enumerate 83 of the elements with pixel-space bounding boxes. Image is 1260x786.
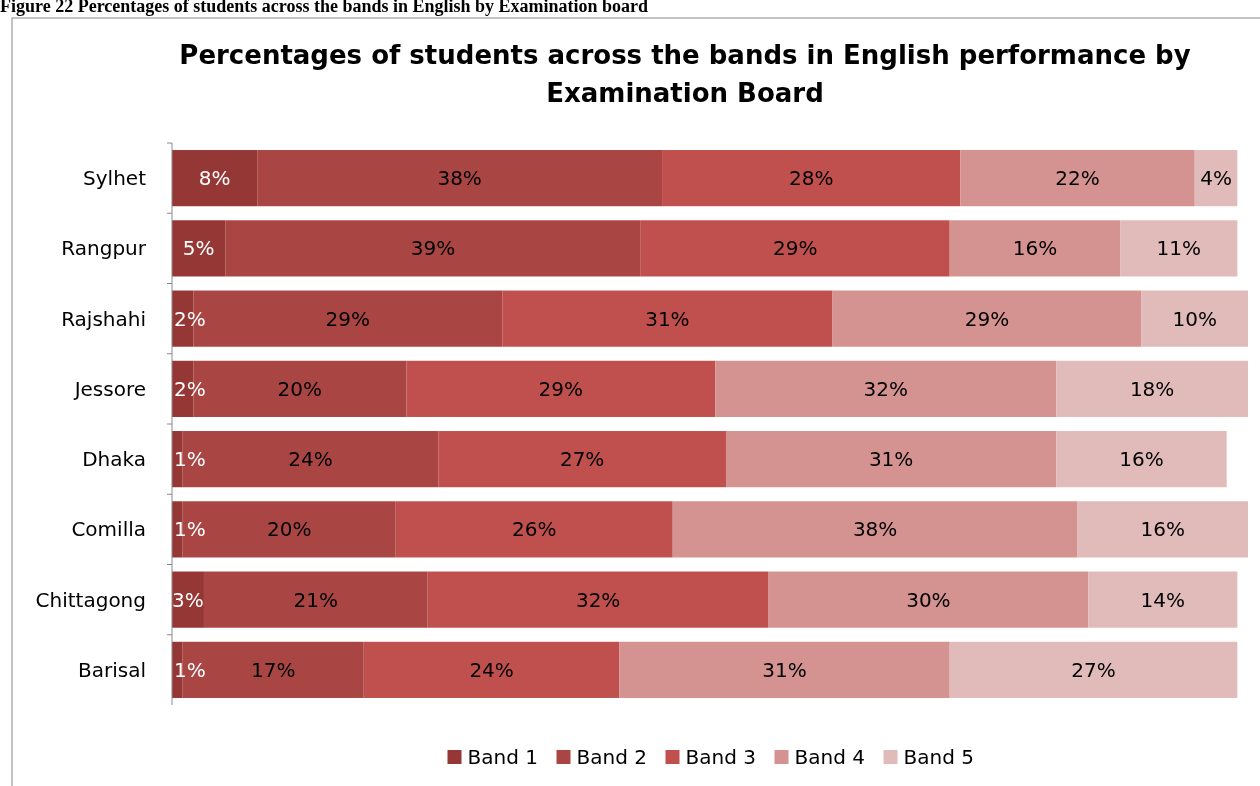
bar bbox=[619, 641, 950, 698]
data-label: 16% bbox=[1140, 517, 1185, 542]
data-label: 17% bbox=[250, 657, 296, 682]
data-label: 16% bbox=[1119, 447, 1164, 472]
data-label: 27% bbox=[1071, 657, 1116, 682]
data-label: 39% bbox=[410, 236, 456, 261]
y-tick-label: Dhaka bbox=[82, 447, 146, 472]
data-label: 2% bbox=[174, 306, 206, 331]
data-label: 38% bbox=[852, 517, 898, 542]
data-label: 31% bbox=[762, 657, 807, 682]
data-label: 1% bbox=[174, 657, 206, 682]
bar bbox=[949, 220, 1121, 277]
y-tick-label: Barisal bbox=[78, 657, 146, 682]
data-label: 18% bbox=[1129, 376, 1175, 401]
y-tick-label: Jessore bbox=[72, 376, 146, 401]
data-label: 16% bbox=[1012, 236, 1058, 261]
caption: Figure 22 Percentages of students across the bands in English by Examination board bbox=[0, 0, 649, 16]
data-label: 8% bbox=[198, 166, 231, 191]
data-label: 20% bbox=[266, 517, 312, 542]
y-tick-label: Comilla bbox=[71, 517, 146, 542]
bar bbox=[1088, 571, 1238, 628]
data-label: 31% bbox=[868, 447, 914, 472]
data-label: 3% bbox=[172, 587, 204, 612]
bar bbox=[172, 220, 226, 277]
bar bbox=[257, 150, 663, 207]
data-label: 29% bbox=[538, 376, 584, 401]
bar bbox=[715, 360, 1057, 417]
bar bbox=[438, 431, 726, 488]
data-label: 1% bbox=[174, 447, 206, 472]
bar bbox=[1120, 220, 1238, 277]
data-label: 24% bbox=[469, 657, 514, 682]
bar bbox=[363, 641, 620, 698]
bar bbox=[203, 571, 428, 628]
y-tick-label: Chittagong bbox=[35, 587, 146, 612]
legend-label: Band 4 bbox=[794, 745, 865, 769]
bar bbox=[502, 290, 833, 347]
data-label: 32% bbox=[575, 587, 621, 612]
data-label: 27% bbox=[559, 447, 605, 472]
bar bbox=[172, 150, 258, 207]
bar bbox=[1077, 501, 1248, 558]
bar bbox=[662, 150, 961, 207]
bar bbox=[1056, 360, 1248, 417]
y-tick-label: Sylhet bbox=[83, 166, 147, 191]
data-label: 24% bbox=[288, 447, 333, 472]
data-label: 11% bbox=[1156, 236, 1201, 261]
legend-label: Band 5 bbox=[903, 745, 974, 769]
data-label: 5% bbox=[182, 236, 215, 261]
bar bbox=[427, 571, 769, 628]
bar bbox=[949, 641, 1238, 698]
bar bbox=[225, 220, 641, 277]
data-label: 30% bbox=[906, 587, 951, 612]
data-label: 29% bbox=[325, 306, 371, 331]
bar bbox=[672, 501, 1078, 558]
bar bbox=[768, 571, 1089, 628]
data-label: 26% bbox=[511, 517, 557, 542]
bar bbox=[832, 290, 1142, 347]
data-label: 29% bbox=[773, 236, 818, 261]
bar bbox=[406, 360, 716, 417]
y-tick-label: Rangpur bbox=[61, 236, 147, 261]
data-label: 22% bbox=[1055, 166, 1100, 191]
data-label: 32% bbox=[863, 376, 909, 401]
data-label: 28% bbox=[788, 166, 834, 191]
data-label: 21% bbox=[293, 587, 339, 612]
data-label: 4% bbox=[1200, 166, 1232, 191]
chart-title: Percentages of students across the bands in English performance by Examination Board bbox=[179, 40, 1191, 108]
data-label: 10% bbox=[1172, 306, 1217, 331]
data-label: 14% bbox=[1140, 587, 1185, 612]
bar bbox=[960, 150, 1195, 207]
data-label: 29% bbox=[964, 306, 1010, 331]
bar bbox=[1056, 431, 1227, 488]
data-label: 38% bbox=[437, 166, 482, 191]
bar bbox=[1141, 290, 1249, 347]
data-label: 31% bbox=[645, 306, 690, 331]
data-label: 2% bbox=[174, 376, 206, 401]
data-label: 1% bbox=[174, 517, 206, 542]
y-tick-label: Rajshahi bbox=[61, 306, 146, 331]
legend-label: Band 3 bbox=[685, 745, 756, 769]
bar bbox=[725, 431, 1057, 488]
legend-label: Band 1 bbox=[467, 745, 538, 769]
data-label: 20% bbox=[277, 376, 323, 401]
bar bbox=[640, 220, 950, 277]
legend-label: Band 2 bbox=[576, 745, 647, 769]
bar bbox=[395, 501, 673, 558]
